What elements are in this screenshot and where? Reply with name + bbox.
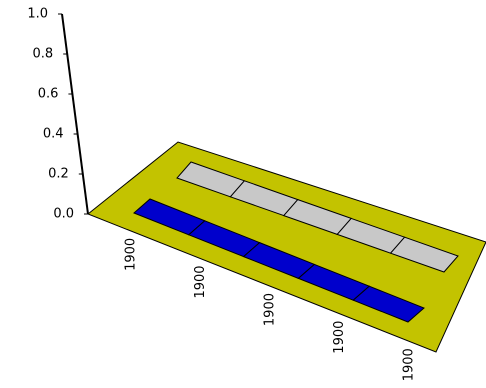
x-tick-label: 1900 — [193, 265, 208, 298]
y-tick-label: 0.6 — [38, 87, 59, 102]
bar — [389, 236, 459, 273]
bar — [352, 285, 425, 323]
x-tick-label: 1900 — [263, 293, 278, 326]
y-tick-label: 0.4 — [43, 127, 64, 142]
y-tick-label: 0.0 — [53, 207, 74, 222]
y-tick-label: 0.2 — [48, 167, 69, 182]
x-tick-label: 1900 — [402, 348, 417, 381]
x-tick-label: 1900 — [123, 238, 138, 271]
y-tick-label: 1.0 — [27, 7, 48, 22]
y-tick-label: 0.8 — [33, 47, 54, 62]
x-tick-label: 1900 — [332, 321, 347, 354]
y-axis — [61, 13, 89, 215]
